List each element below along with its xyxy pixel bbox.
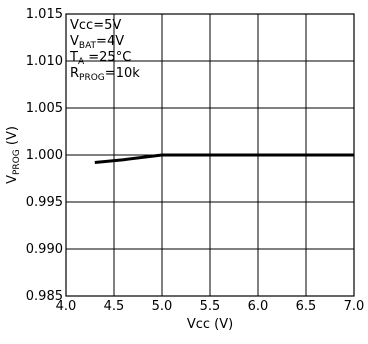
y-tick-label: 0.985 bbox=[26, 289, 63, 304]
x-tick-labels: 4.0 4.5 5.0 5.5 6.0 6.5 7.0 bbox=[56, 299, 365, 314]
x-tick-label: 4.5 bbox=[104, 299, 125, 314]
y-tick-label: 1.015 bbox=[26, 7, 63, 22]
series-line bbox=[94, 153, 354, 165]
x-tick-label: 7.0 bbox=[344, 299, 365, 314]
annotation-line: TA =25°C bbox=[69, 50, 131, 67]
y-tick-label: 0.990 bbox=[26, 242, 63, 257]
annotation-line: Vcc=5V bbox=[70, 18, 121, 33]
y-tick-labels: 1.015 1.010 1.005 1.000 0.995 0.990 0.985 bbox=[26, 7, 63, 304]
x-tick-label: 4.0 bbox=[56, 299, 77, 314]
y-tick-label: 0.995 bbox=[26, 195, 63, 210]
y-tick-label: 1.005 bbox=[26, 101, 63, 116]
y-axis-title: VPROG (V) bbox=[5, 126, 22, 184]
series-group bbox=[94, 153, 354, 165]
y-tick-label: 1.010 bbox=[26, 54, 63, 69]
x-tick-label: 5.0 bbox=[152, 299, 173, 314]
annotation-line: VBAT=4V bbox=[70, 34, 124, 51]
x-tick-label: 6.0 bbox=[248, 299, 269, 314]
x-tick-label: 6.5 bbox=[296, 299, 317, 314]
annotation-line: RPROG=10k bbox=[70, 66, 140, 83]
y-tick-label: 1.000 bbox=[26, 148, 63, 163]
x-axis-title: Vcc (V) bbox=[187, 317, 233, 332]
x-tick-label: 5.5 bbox=[200, 299, 221, 314]
